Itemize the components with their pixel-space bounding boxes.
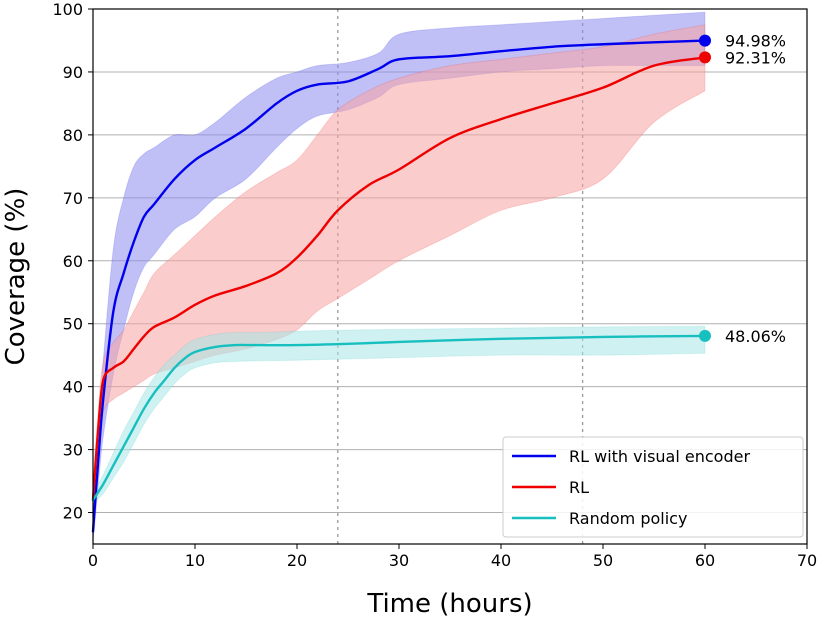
x-tick-label-0: 0 [88, 551, 98, 570]
y-tick-label-50: 50 [63, 315, 83, 334]
legend-box [502, 436, 804, 538]
y-tick-label-40: 40 [63, 378, 83, 397]
x-axis-title: Time (hours) [366, 589, 532, 619]
end-markers [699, 34, 711, 342]
plot-frame [92, 8, 808, 545]
end-value-label-random-policy: 48.06% [725, 327, 786, 346]
line-rl [91, 56, 707, 502]
y-tick-label-60: 60 [63, 252, 83, 271]
y-tick-label-100: 100 [52, 0, 83, 19]
x-tick-label-60: 60 [695, 551, 715, 570]
y-tick-label-90: 90 [63, 63, 83, 82]
series-lines [91, 39, 707, 533]
x-tick-label-70: 70 [797, 551, 817, 570]
end-marker-rl [699, 51, 711, 64]
end-marker-rl-with-visual-encoder [699, 34, 711, 47]
legend-label-random-policy: Random policy [569, 509, 687, 528]
end-marker-random-policy [699, 329, 711, 342]
axis-ticks: 0 10 20 30 40 50 60 70 20 30 40 50 60 70 80 90 100 [52, 0, 817, 570]
y-axis-title: Coverage (%) [1, 188, 31, 366]
end-value-label-rl-visual-encoder: 94.98% [725, 32, 786, 51]
y-tick-label-70: 70 [63, 189, 83, 208]
line-rl-with-visual-encoder [91, 39, 707, 533]
x-tick-label-30: 30 [389, 551, 409, 570]
x-tick-label-40: 40 [491, 551, 511, 570]
legend-label-rl-visual-encoder: RL with visual encoder [569, 447, 750, 466]
band-random-policy [92, 325, 706, 505]
y-tick-label-20: 20 [63, 504, 83, 523]
legend-label-rl: RL [569, 478, 589, 497]
y-tick-label-80: 80 [63, 126, 83, 145]
x-tick-label-20: 20 [287, 551, 307, 570]
x-tick-label-10: 10 [185, 551, 205, 570]
legend: RL with visual encoder RL Random policy [502, 436, 804, 538]
band-rl-with-visual-encoder [92, 11, 706, 545]
confidence-bands [92, 11, 706, 545]
end-value-label-rl: 92.31% [725, 48, 786, 67]
y-tick-label-30: 30 [63, 441, 83, 460]
line-random-policy [91, 334, 707, 502]
x-tick-label-50: 50 [593, 551, 613, 570]
